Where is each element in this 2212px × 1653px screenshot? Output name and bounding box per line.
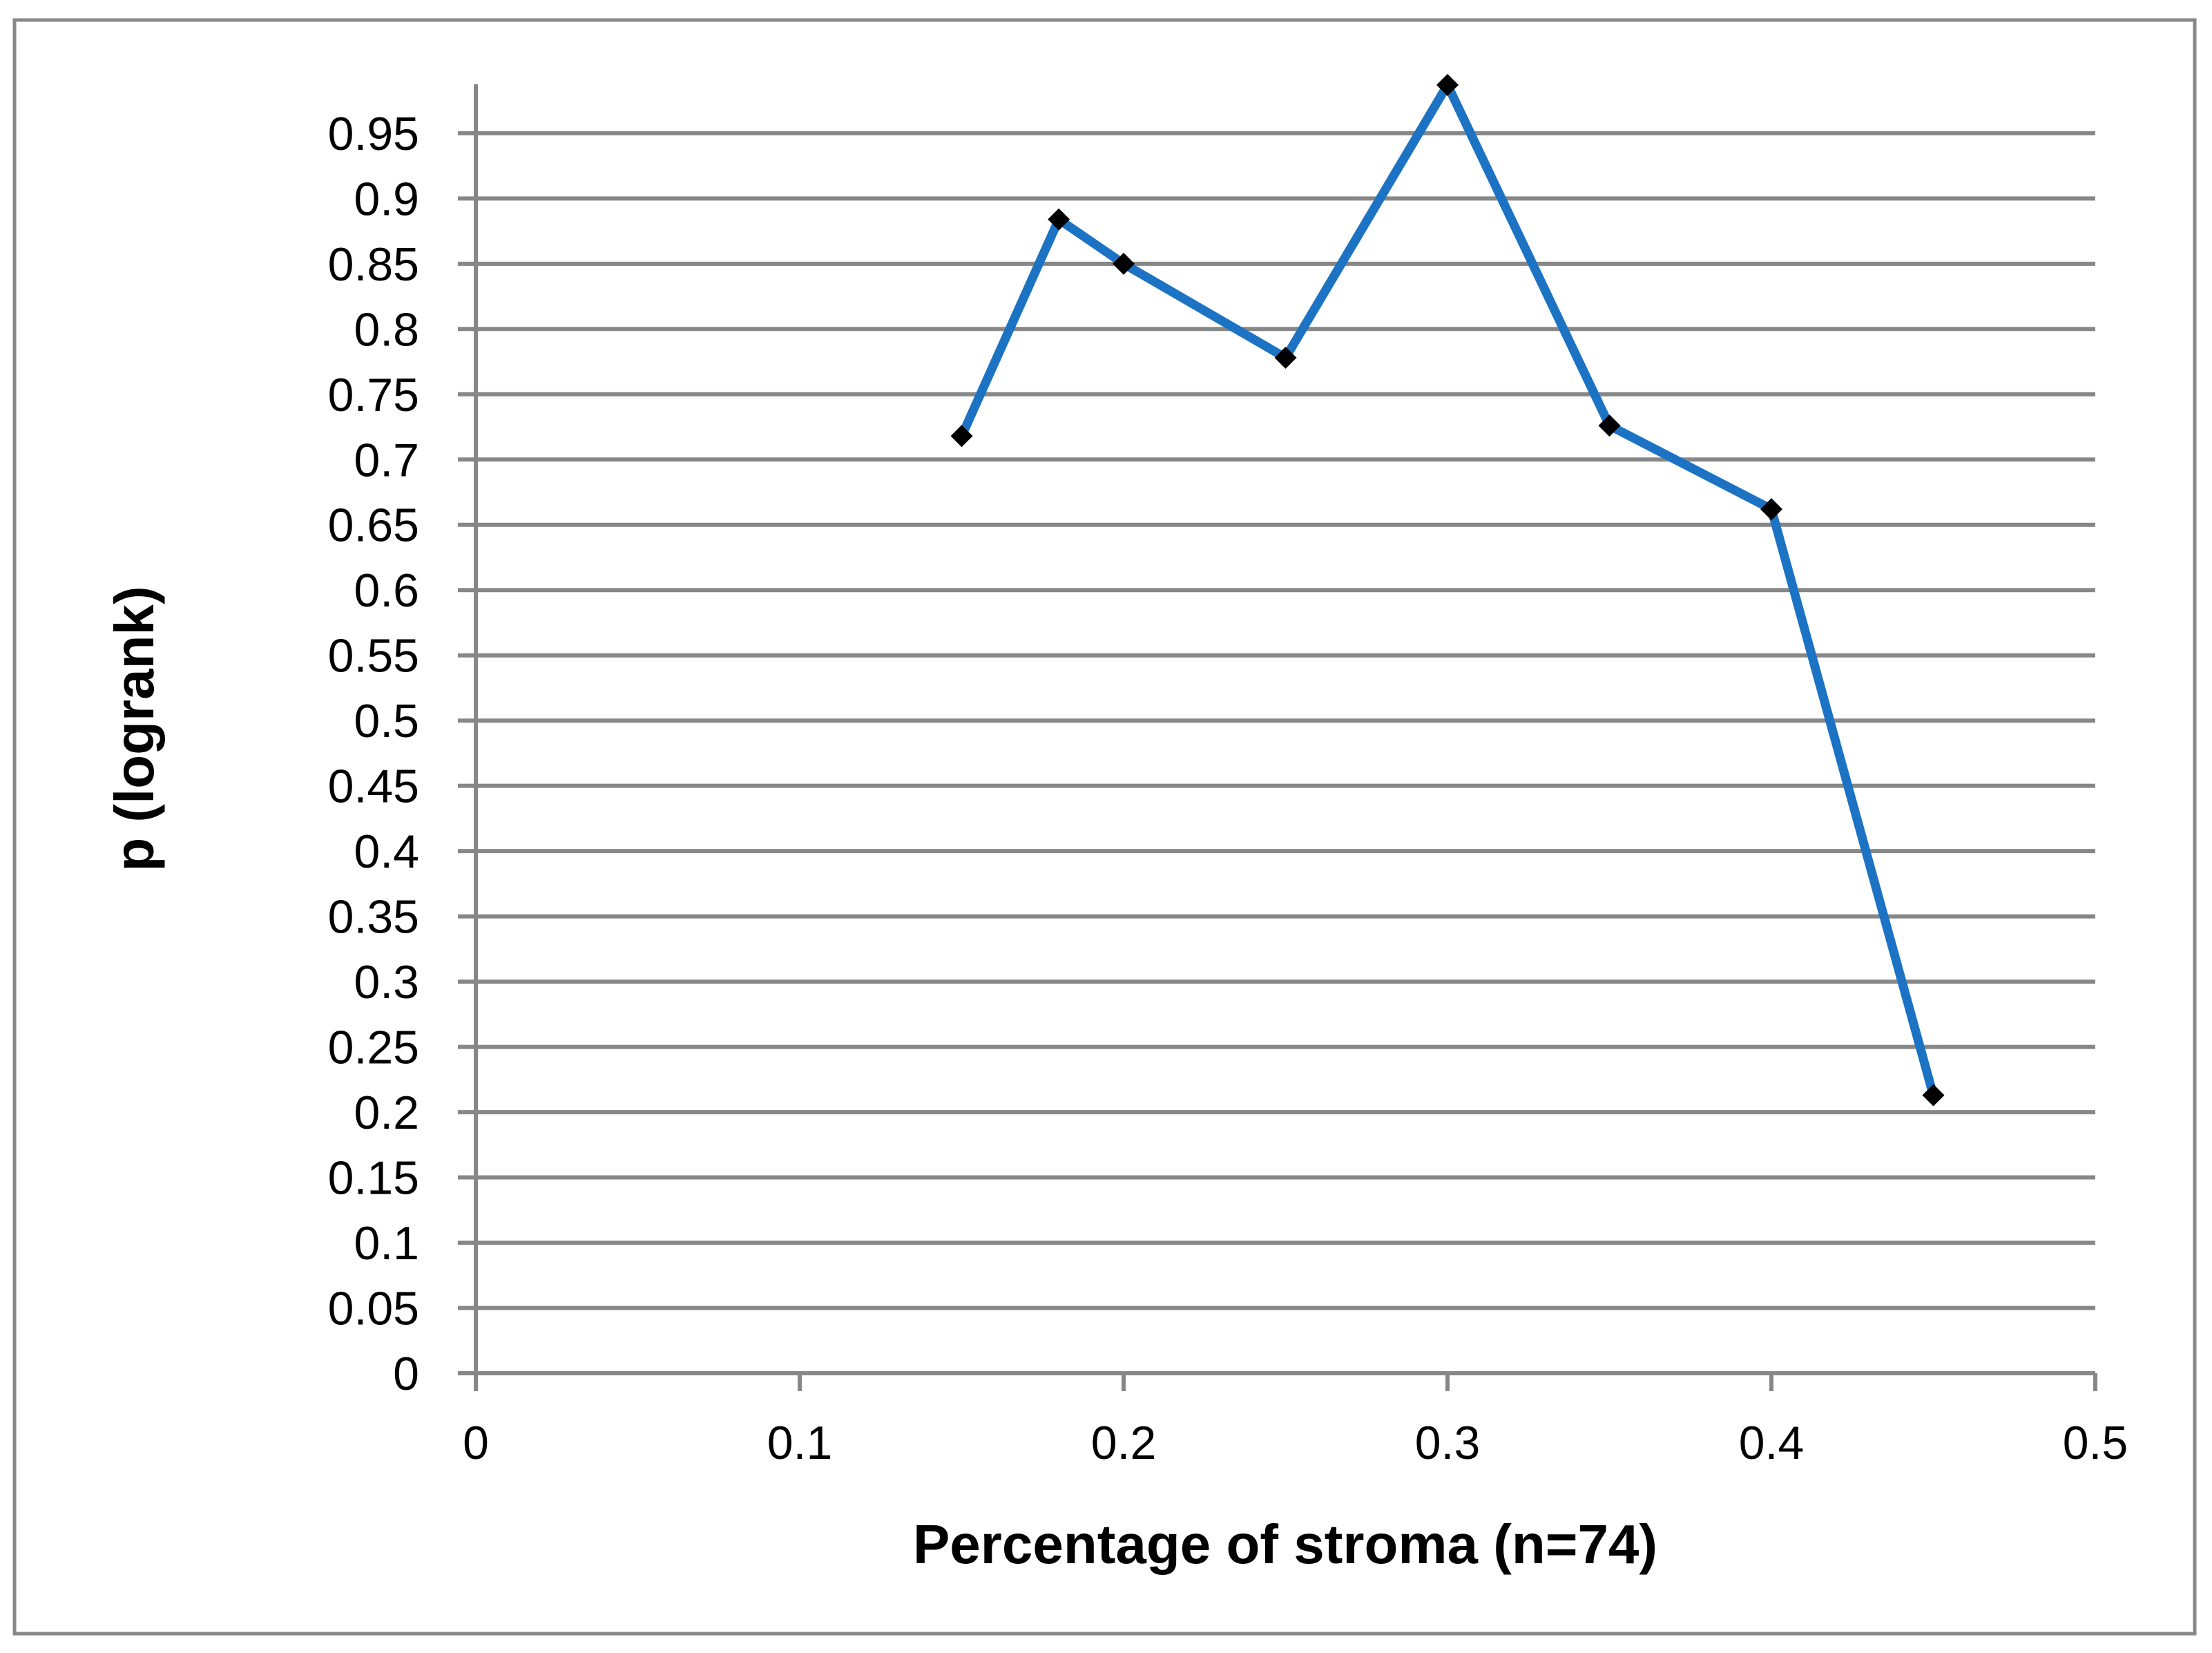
data-point-marker (1048, 208, 1070, 231)
data-point-marker (950, 425, 973, 448)
y-tick-label: 0.2 (354, 1087, 419, 1139)
y-tick-label: 0.45 (328, 761, 419, 813)
data-point-marker (1598, 414, 1621, 437)
x-axis-title: Percentage of stroma (n=74) (912, 1513, 1658, 1575)
y-tick-label: 0.95 (328, 108, 419, 160)
data-point-marker (1436, 73, 1459, 96)
y-tick-label: 0.5 (354, 695, 419, 747)
y-tick-label: 0.85 (328, 238, 419, 291)
x-tick-label: 0.5 (2063, 1417, 2128, 1469)
data-point-marker (1760, 498, 1782, 521)
y-tick-label: 0.8 (354, 303, 419, 356)
y-tick-label: 0.3 (354, 956, 419, 1009)
y-tick-label: 0.55 (328, 630, 419, 682)
y-tick-label: 0.05 (328, 1283, 419, 1335)
figure-border (12, 18, 2197, 1636)
y-tick-label: 0 (393, 1348, 419, 1400)
x-tick-label: 0.1 (767, 1417, 833, 1469)
y-tick-label: 0.75 (328, 369, 419, 421)
y-tick-label: 0.25 (328, 1022, 419, 1074)
data-point-marker (1113, 252, 1135, 275)
y-tick-label: 0.6 (354, 564, 419, 617)
y-tick-label: 0.35 (328, 891, 419, 944)
x-tick-label: 0.2 (1091, 1417, 1157, 1469)
y-tick-label: 0.7 (354, 434, 419, 486)
y-tick-label: 0.9 (354, 173, 419, 225)
y-axis-title: p (logrank) (104, 586, 165, 872)
data-line (957, 80, 1938, 1100)
data-point-marker (1274, 346, 1297, 369)
y-tick-label: 0.1 (354, 1217, 419, 1270)
x-tick-label: 0 (463, 1417, 489, 1469)
x-tick-label: 0.4 (1739, 1417, 1805, 1469)
x-tick-label: 0.3 (1415, 1417, 1481, 1469)
y-tick-label: 0.4 (354, 825, 419, 878)
y-tick-label: 0.65 (328, 499, 419, 552)
data-point-marker (1922, 1084, 1945, 1107)
y-tick-label: 0.15 (328, 1152, 419, 1205)
